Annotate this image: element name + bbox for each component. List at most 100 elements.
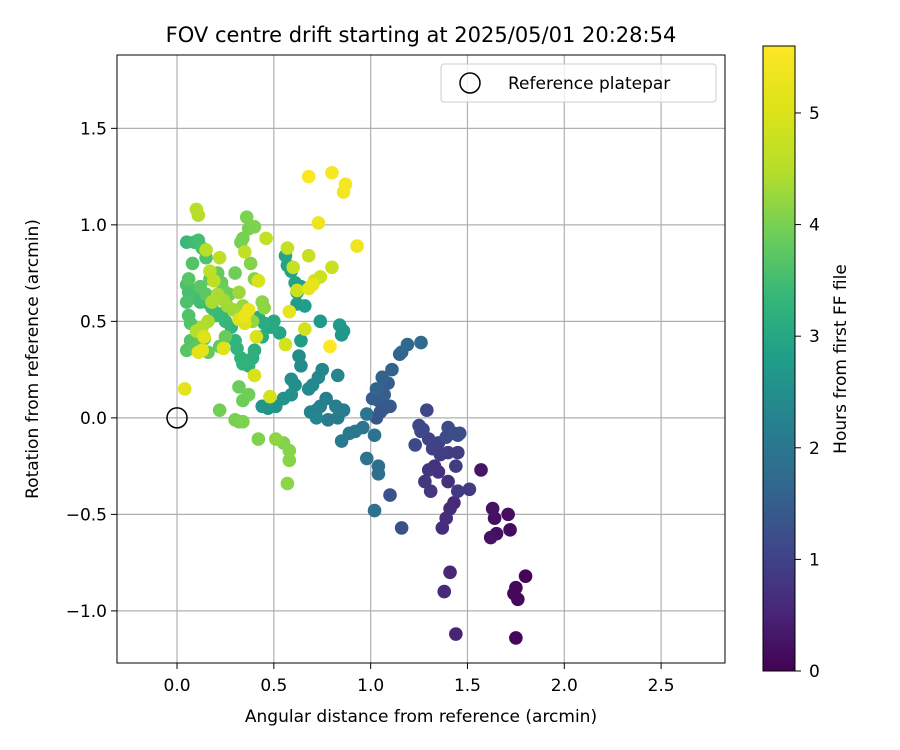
- colorbar-ticks: 0 1 2 3 4 5: [795, 104, 820, 682]
- data-point: [282, 304, 297, 319]
- data-points: [177, 165, 533, 645]
- data-point: [330, 368, 345, 383]
- data-point: [385, 362, 399, 377]
- data-point: [350, 239, 364, 253]
- reference-marker-group: [166, 407, 188, 429]
- chart-title: FOV centre drift starting at 2025/05/01 …: [166, 23, 677, 47]
- data-point: [383, 399, 397, 414]
- data-point: [325, 260, 339, 275]
- data-point: [449, 459, 463, 473]
- data-point: [228, 266, 242, 280]
- data-point: [421, 463, 436, 477]
- data-point: [301, 382, 316, 396]
- data-point: [268, 432, 283, 446]
- data-point: [255, 399, 270, 414]
- data-point: [298, 299, 312, 313]
- reference-platepar-marker: [166, 407, 188, 429]
- data-point: [191, 208, 206, 223]
- data-point: [195, 343, 209, 358]
- data-point: [371, 467, 386, 481]
- legend: Reference platepar: [440, 63, 717, 103]
- data-point: [383, 488, 397, 502]
- data-point: [394, 521, 409, 535]
- data-point: [263, 389, 277, 404]
- colorbar-tick-label: 2: [809, 439, 820, 459]
- x-tick-label: 1.5: [454, 676, 481, 696]
- colorbar-tick-label: 1: [809, 550, 820, 570]
- data-point: [282, 453, 297, 468]
- y-axis-label: Rotation from reference (arcmin): [23, 219, 43, 499]
- data-point: [179, 295, 194, 309]
- data-point: [501, 507, 515, 522]
- data-point: [232, 380, 246, 394]
- data-point: [375, 370, 390, 385]
- data-point: [474, 463, 488, 477]
- data-point: [321, 413, 335, 427]
- data-point: [301, 248, 316, 263]
- data-point: [329, 399, 343, 414]
- data-point: [334, 434, 349, 448]
- data-point: [247, 219, 262, 234]
- data-point: [323, 339, 337, 354]
- data-point: [369, 382, 384, 396]
- data-point: [212, 250, 227, 265]
- data-point: [185, 256, 200, 271]
- data-point: [232, 285, 246, 300]
- data-point: [294, 333, 308, 348]
- data-point: [218, 330, 233, 344]
- y-tick-label: 1.5: [80, 119, 107, 139]
- data-point: [280, 476, 295, 491]
- colorbar: 0 1 2 3 4 5 Hours from first FF file: [762, 45, 851, 682]
- data-point: [212, 403, 227, 417]
- data-point: [509, 631, 523, 645]
- data-point: [518, 569, 533, 583]
- data-point: [290, 283, 304, 298]
- y-tick-label: 0.5: [80, 312, 107, 332]
- data-point: [251, 432, 266, 446]
- plot-frame: [116, 54, 726, 664]
- data-point: [338, 177, 353, 192]
- data-point: [241, 387, 256, 402]
- data-point: [282, 443, 297, 458]
- data-point: [305, 277, 320, 292]
- data-point: [359, 451, 374, 466]
- x-tick-label: 2.5: [648, 676, 675, 696]
- colorbar-label: Hours from first FF file: [831, 264, 851, 454]
- data-point: [359, 407, 374, 421]
- data-point: [257, 301, 271, 315]
- y-tick-label: −0.5: [66, 505, 107, 525]
- data-point: [420, 403, 434, 417]
- y-tick-label: 1.0: [80, 216, 107, 236]
- data-point: [412, 418, 426, 433]
- data-point: [237, 245, 252, 259]
- colorbar-tick-label: 4: [809, 216, 820, 236]
- data-point: [216, 341, 231, 356]
- data-point: [443, 565, 457, 580]
- y-tick-label: −1.0: [66, 602, 107, 622]
- data-point: [367, 503, 382, 518]
- data-point: [298, 322, 312, 336]
- data-point: [247, 368, 262, 383]
- data-point: [197, 330, 211, 344]
- data-point: [251, 274, 266, 288]
- data-point: [414, 335, 428, 350]
- grid-lines: [117, 55, 725, 663]
- data-point: [241, 302, 256, 317]
- data-point: [199, 243, 213, 257]
- data-point: [313, 314, 328, 329]
- data-point: [332, 318, 347, 333]
- data-point: [284, 372, 299, 387]
- legend-marker-icon: [459, 72, 481, 94]
- data-point: [418, 474, 432, 489]
- data-point: [439, 511, 453, 526]
- data-point: [450, 445, 465, 460]
- data-point: [485, 501, 500, 516]
- data-point: [205, 295, 219, 309]
- x-axis-ticks: 0.0 0.5 1.0 1.5 2.0 2.5: [164, 663, 675, 696]
- x-tick-label: 1.0: [357, 676, 384, 696]
- data-point: [309, 411, 324, 425]
- data-point: [441, 474, 455, 489]
- colorbar-tick-label: 3: [809, 327, 820, 347]
- legend-box: [440, 63, 717, 103]
- x-axis-label: Angular distance from reference (arcmin): [245, 707, 597, 727]
